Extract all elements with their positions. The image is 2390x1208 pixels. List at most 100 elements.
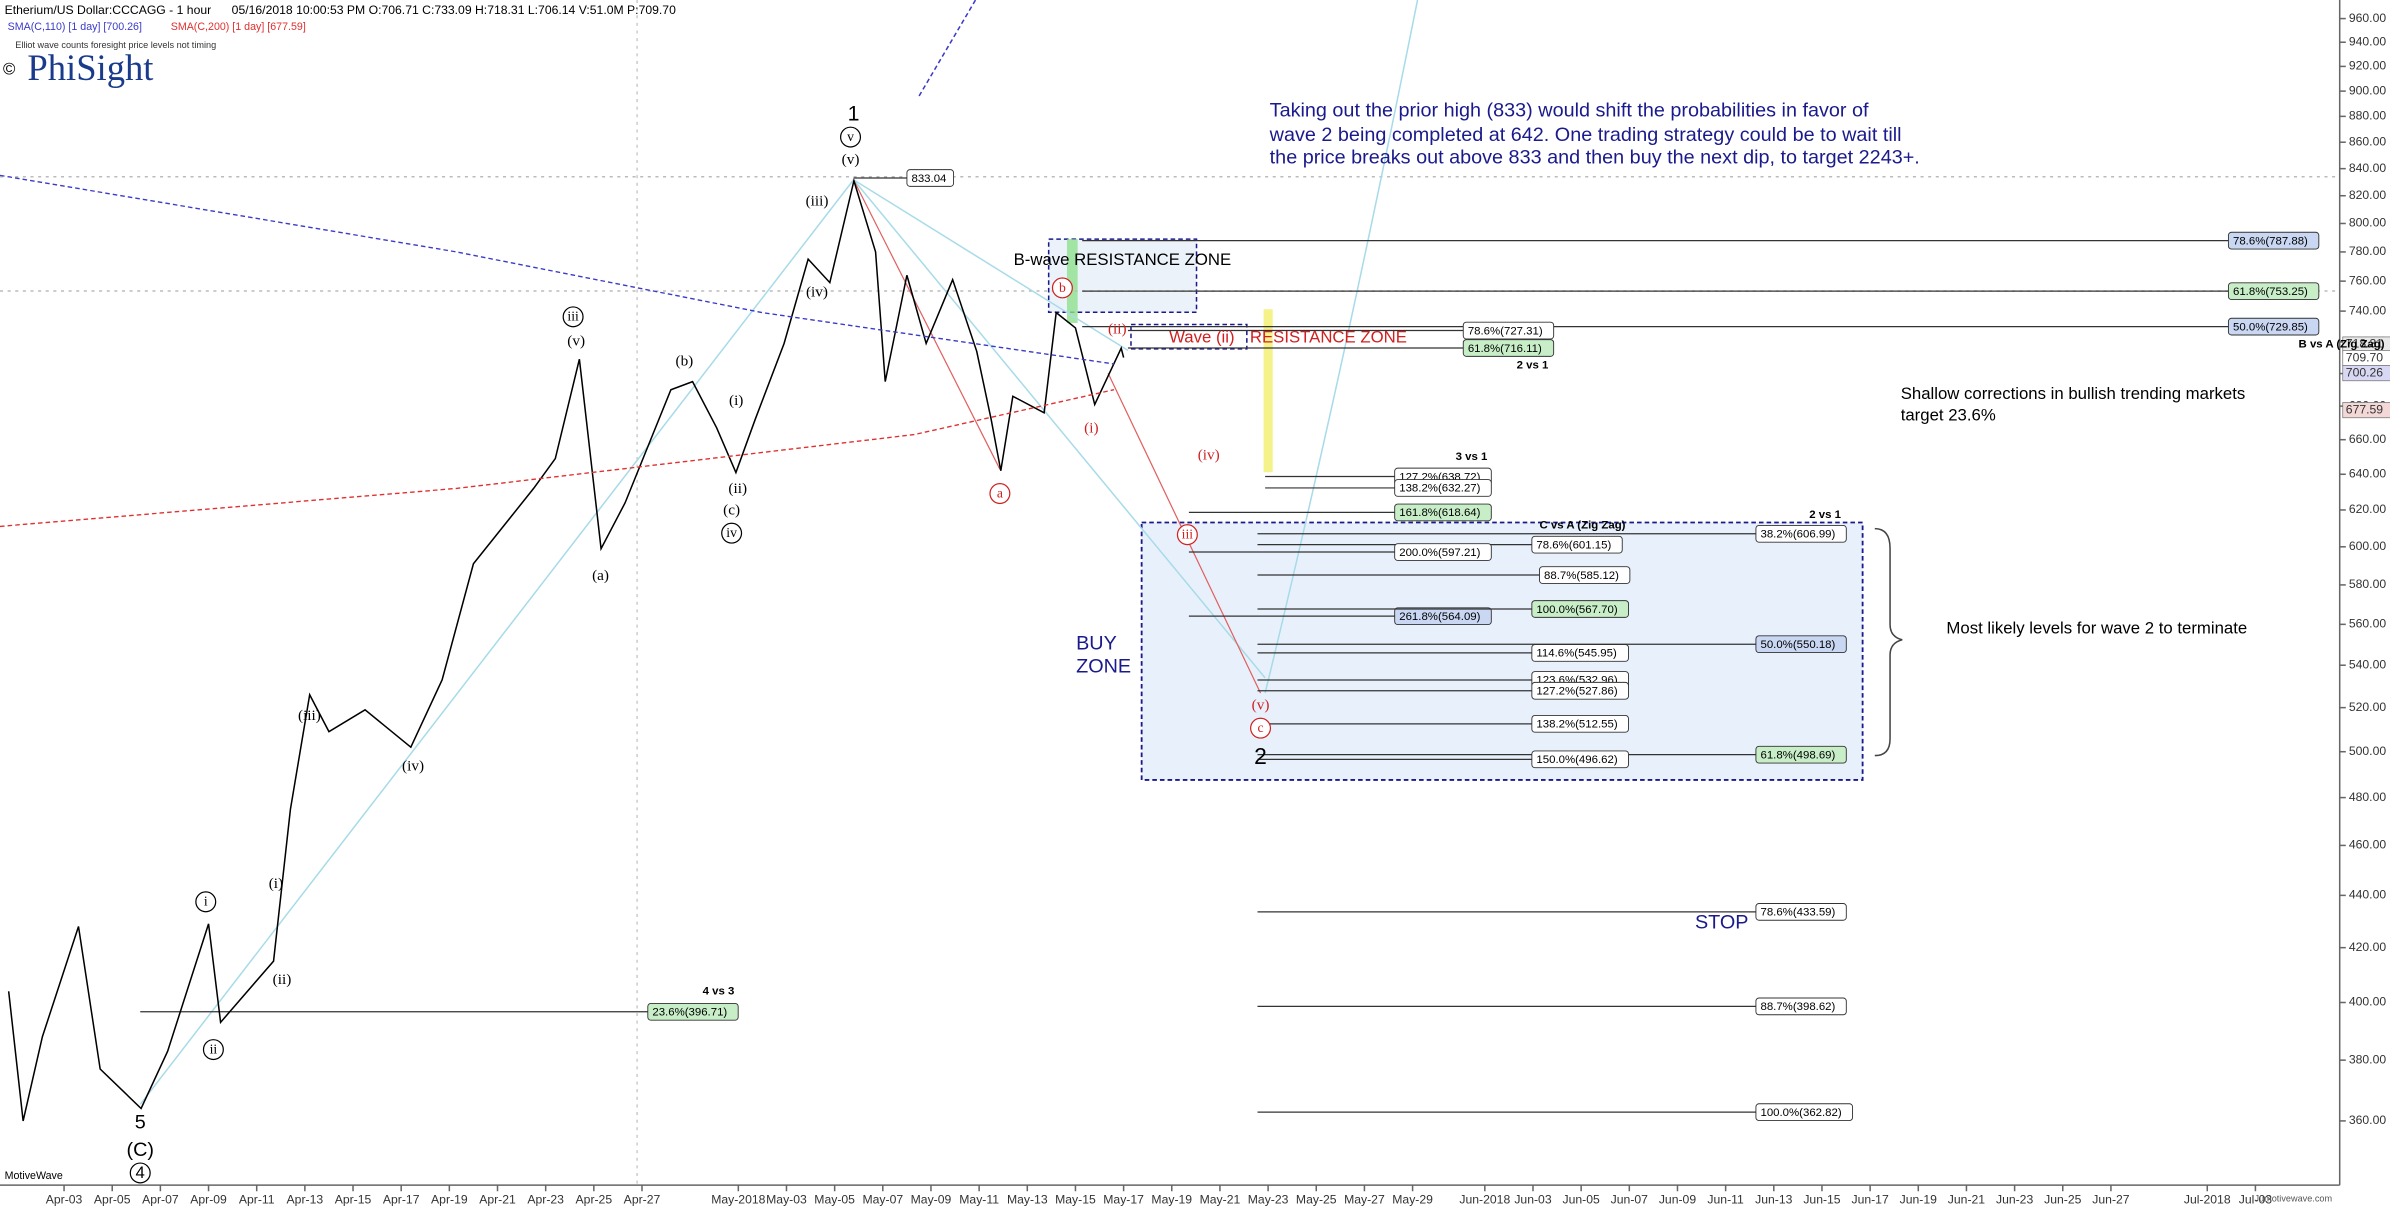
wave-circle xyxy=(202,1039,224,1061)
strategy-note: wave 2 being completed at 642. One tradi… xyxy=(1269,124,1902,146)
level-label: 138.2%(632.27) xyxy=(1399,483,1480,495)
price-tag xyxy=(2342,402,2390,419)
level-label-box xyxy=(2227,282,2320,300)
zone-label: RESISTANCE ZONE xyxy=(1250,328,1407,347)
y-tick-label: 820.00 xyxy=(2349,188,2387,202)
x-tick-label: May-03 xyxy=(766,1193,807,1207)
x-tick-label: May-19 xyxy=(1151,1193,1192,1207)
level-group: 2 vs 1 xyxy=(1517,360,1549,372)
level-label-box xyxy=(1755,635,1847,654)
level-label-box xyxy=(1394,479,1492,497)
legend-sma200: SMA(C,200) [1 day] [677.59] xyxy=(171,21,306,33)
level-label: 88.7%(585.12) xyxy=(1544,570,1619,582)
x-tick-label: Jun-25 xyxy=(2044,1193,2081,1207)
wave-circle xyxy=(1051,277,1073,299)
buy-zone-label: BUY xyxy=(1076,633,1117,655)
green-band xyxy=(1066,239,1078,323)
y-tick-label: 780.00 xyxy=(2349,244,2387,258)
y-tick-label: 880.00 xyxy=(2349,109,2387,123)
level-label: 23.6%(396.71) xyxy=(652,1007,727,1019)
x-tick-label: Apr-25 xyxy=(576,1193,613,1207)
level-label-box xyxy=(1531,750,1629,769)
y-tick-label: 740.00 xyxy=(2349,303,2387,317)
x-tick-label: Jun-19 xyxy=(1900,1193,1937,1207)
level-label-box xyxy=(1394,607,1492,626)
x-tick-label: Apr-05 xyxy=(94,1193,131,1207)
x-tick-label: May-15 xyxy=(1055,1193,1096,1207)
y-tick-label: 560.00 xyxy=(2349,617,2387,631)
strategy-note: the price breaks out above 833 and then … xyxy=(1270,147,1920,169)
x-tick-label: Apr-27 xyxy=(624,1193,661,1207)
wave-label: (c) xyxy=(723,502,740,519)
x-tick-label: May-23 xyxy=(1248,1193,1289,1207)
wave-label: (iii) xyxy=(806,192,829,209)
level-group: B vs A (Zig Zag) xyxy=(2299,338,2385,350)
y-tick-label: 840.00 xyxy=(2349,161,2387,175)
x-tick-label: Jun-13 xyxy=(1755,1193,1792,1207)
wave-circle xyxy=(1250,717,1272,739)
wave-labels: 1v(v)(iii)(iv)iii(v)(b)(i)(ii)(c)iv(a)(i… xyxy=(126,102,1272,1184)
x-tick-label: May-21 xyxy=(1200,1193,1241,1207)
level-label-box xyxy=(1394,543,1492,561)
level-label-box xyxy=(1462,339,1555,357)
x-tick-label: Jun-27 xyxy=(2092,1193,2129,1207)
level-label-box xyxy=(906,169,955,187)
y-tick-label: 760.00 xyxy=(2349,273,2387,287)
level-label: 88.7%(398.62) xyxy=(1760,1001,1835,1013)
wave-label: (iv) xyxy=(806,284,828,301)
wave-label: (iii) xyxy=(298,707,321,724)
x-tick-label: Jun-2018 xyxy=(1459,1193,1510,1207)
disclaimer: Elliot wave counts foresight price level… xyxy=(15,40,216,50)
wave-label: (a) xyxy=(592,567,609,584)
level-label: 78.6%(601.15) xyxy=(1536,539,1611,551)
x-tick-label: Jul-03 xyxy=(2239,1193,2272,1207)
trend-line xyxy=(853,179,1129,352)
y-tick-label: 480.00 xyxy=(2349,790,2387,804)
x-tick-label: Jun-09 xyxy=(1659,1193,1696,1207)
level-label-box xyxy=(1755,997,1847,1016)
level-label-box xyxy=(1755,903,1847,921)
wave-circle xyxy=(1176,524,1198,546)
level-label: 100.0%(567.70) xyxy=(1536,604,1617,616)
x-tick-label: Jun-07 xyxy=(1611,1193,1648,1207)
level-label: 50.0%(729.85) xyxy=(2233,321,2308,333)
wave-label: (iv) xyxy=(402,757,424,774)
x-tick-label: Apr-21 xyxy=(479,1193,516,1207)
level-label-box xyxy=(1462,321,1555,340)
x-tick-label: Jun-15 xyxy=(1803,1193,1840,1207)
wave-circle xyxy=(989,483,1011,505)
y-tick-label: 520.00 xyxy=(2349,700,2387,714)
level-label: 150.0%(496.62) xyxy=(1536,754,1617,766)
wave-label: (b) xyxy=(676,352,694,369)
trend-line xyxy=(139,179,855,1105)
level-label: 127.2%(638.72) xyxy=(1399,471,1480,483)
wave-circle xyxy=(129,1162,151,1184)
x-tick-label: May-2018 xyxy=(711,1193,765,1207)
level-label: 100.0%(362.82) xyxy=(1760,1107,1841,1119)
y-tick-label: 940.00 xyxy=(2349,34,2387,48)
y-tick-label: 380.00 xyxy=(2349,1052,2387,1066)
annotations: Taking out the prior high (833) would sh… xyxy=(703,99,2385,997)
wave-label: ii xyxy=(210,1041,218,1056)
header: Etherium/US Dollar:CCCAGG - 1 hour 05/16… xyxy=(3,3,2332,1203)
level-label: 127.2%(527.86) xyxy=(1536,686,1617,698)
projection-curve xyxy=(1264,0,1419,694)
level-label-box xyxy=(1531,681,1629,700)
level-label-box xyxy=(2227,317,2320,336)
level-label: 123.6%(532.96) xyxy=(1536,675,1617,687)
x-tick-label: Apr-03 xyxy=(46,1193,83,1207)
x-tick-label: Apr-15 xyxy=(335,1193,372,1207)
level-label-box xyxy=(1531,715,1629,733)
level-label-box xyxy=(1531,535,1623,554)
footer-right: Jumotivewave.com xyxy=(2254,1193,2332,1203)
x-tick-label: Jul-2018 xyxy=(2184,1193,2231,1207)
copyright: © xyxy=(3,59,16,78)
buy-zone-box xyxy=(1140,521,1864,781)
ohlc-info: 05/16/2018 10:00:53 PM O:706.71 C:733.09… xyxy=(232,3,676,17)
level-label-box xyxy=(647,1002,739,1021)
x-tick-label: Jun-23 xyxy=(1996,1193,2033,1207)
wave-label: b xyxy=(1059,280,1066,295)
y-tick-label: 860.00 xyxy=(2349,134,2387,148)
price-line xyxy=(7,177,1125,1122)
x-tick-label: Apr-13 xyxy=(287,1193,324,1207)
